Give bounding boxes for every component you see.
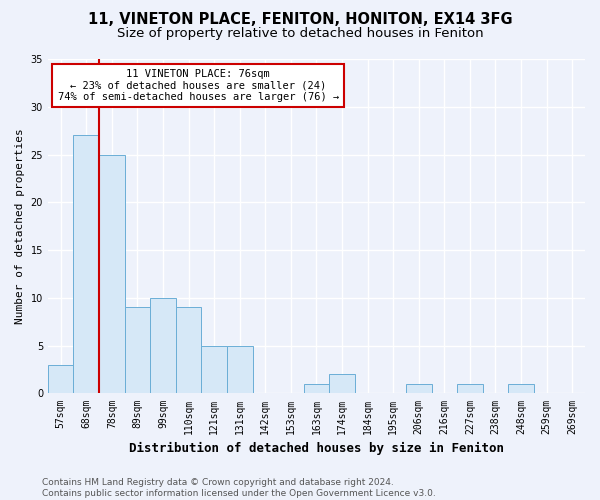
- Bar: [406, 384, 431, 394]
- Bar: [48, 365, 73, 394]
- Text: 11 VINETON PLACE: 76sqm
← 23% of detached houses are smaller (24)
74% of semi-de: 11 VINETON PLACE: 76sqm ← 23% of detache…: [58, 69, 339, 102]
- Bar: [457, 384, 482, 394]
- Bar: [227, 346, 253, 394]
- Bar: [150, 298, 176, 394]
- Bar: [73, 136, 99, 394]
- Bar: [304, 384, 329, 394]
- Bar: [329, 374, 355, 394]
- Text: Contains HM Land Registry data © Crown copyright and database right 2024.
Contai: Contains HM Land Registry data © Crown c…: [42, 478, 436, 498]
- Text: 11, VINETON PLACE, FENITON, HONITON, EX14 3FG: 11, VINETON PLACE, FENITON, HONITON, EX1…: [88, 12, 512, 28]
- Bar: [176, 308, 202, 394]
- Bar: [508, 384, 534, 394]
- Text: Size of property relative to detached houses in Feniton: Size of property relative to detached ho…: [116, 28, 484, 40]
- X-axis label: Distribution of detached houses by size in Feniton: Distribution of detached houses by size …: [129, 442, 504, 455]
- Bar: [99, 154, 125, 394]
- Bar: [202, 346, 227, 394]
- Y-axis label: Number of detached properties: Number of detached properties: [15, 128, 25, 324]
- Bar: [125, 308, 150, 394]
